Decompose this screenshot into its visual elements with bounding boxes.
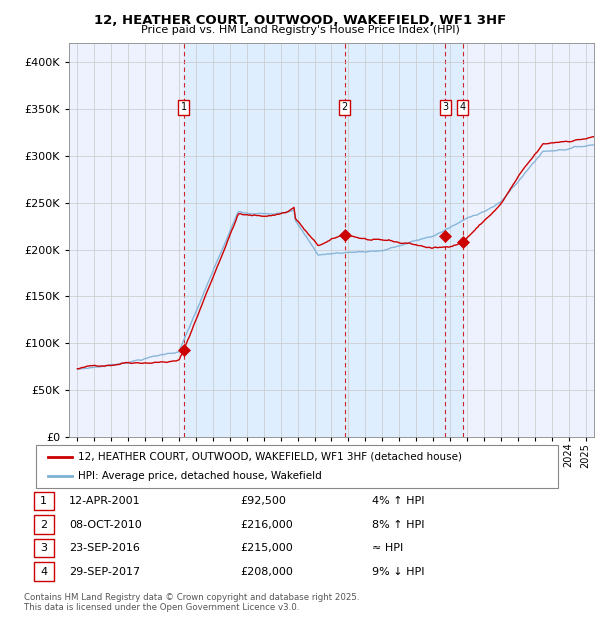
Text: HPI: Average price, detached house, Wakefield: HPI: Average price, detached house, Wake…	[78, 471, 322, 480]
Text: 4% ↑ HPI: 4% ↑ HPI	[372, 496, 425, 506]
Text: ≈ HPI: ≈ HPI	[372, 543, 403, 553]
Text: 08-OCT-2010: 08-OCT-2010	[69, 520, 142, 529]
Text: Contains HM Land Registry data © Crown copyright and database right 2025.: Contains HM Land Registry data © Crown c…	[24, 593, 359, 601]
Text: 2: 2	[341, 102, 348, 112]
Text: £216,000: £216,000	[240, 520, 293, 529]
Text: 12-APR-2001: 12-APR-2001	[69, 496, 140, 506]
Text: 23-SEP-2016: 23-SEP-2016	[69, 543, 140, 553]
Text: 12, HEATHER COURT, OUTWOOD, WAKEFIELD, WF1 3HF: 12, HEATHER COURT, OUTWOOD, WAKEFIELD, W…	[94, 14, 506, 27]
Text: 29-SEP-2017: 29-SEP-2017	[69, 567, 140, 577]
Text: 9% ↓ HPI: 9% ↓ HPI	[372, 567, 425, 577]
Text: 3: 3	[442, 102, 449, 112]
Text: 1: 1	[40, 496, 47, 506]
Text: £208,000: £208,000	[240, 567, 293, 577]
Text: 4: 4	[40, 567, 47, 577]
Text: £92,500: £92,500	[240, 496, 286, 506]
Text: 12, HEATHER COURT, OUTWOOD, WAKEFIELD, WF1 3HF (detached house): 12, HEATHER COURT, OUTWOOD, WAKEFIELD, W…	[78, 452, 462, 462]
Text: Price paid vs. HM Land Registry's House Price Index (HPI): Price paid vs. HM Land Registry's House …	[140, 25, 460, 35]
Text: This data is licensed under the Open Government Licence v3.0.: This data is licensed under the Open Gov…	[24, 603, 299, 612]
Text: 3: 3	[40, 543, 47, 553]
Text: 8% ↑ HPI: 8% ↑ HPI	[372, 520, 425, 529]
Text: 1: 1	[181, 102, 187, 112]
Text: £215,000: £215,000	[240, 543, 293, 553]
Text: 2: 2	[40, 520, 47, 529]
Text: 4: 4	[460, 102, 466, 112]
